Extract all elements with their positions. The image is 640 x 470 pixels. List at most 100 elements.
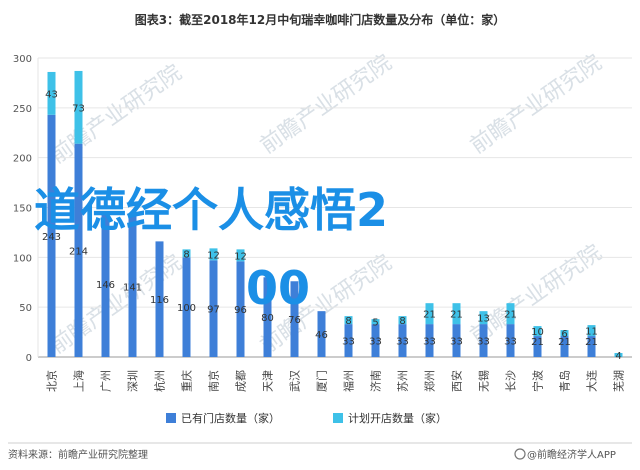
data-label-existing: 76 — [288, 315, 301, 326]
data-label-planned: 43 — [45, 89, 58, 100]
bar-existing — [290, 281, 299, 357]
bar-planned — [47, 71, 56, 115]
y-tick-label: 300 — [13, 54, 32, 65]
data-label-planned: 13 — [477, 314, 490, 325]
bar-existing — [128, 216, 137, 357]
data-label-existing: 116 — [150, 295, 169, 306]
x-category-label: 上海 — [72, 370, 86, 392]
data-label-existing: 33 — [477, 337, 490, 348]
bar-planned — [587, 325, 596, 337]
bar-planned — [425, 303, 434, 325]
bar-planned — [506, 303, 515, 325]
legend: 已有门店数量（家） 计划开店数量（家） — [166, 411, 447, 425]
y-tick-label: 50 — [19, 303, 32, 314]
x-category-label: 芜湖 — [612, 370, 626, 392]
gridlines — [37, 57, 632, 358]
bar-planned — [236, 249, 245, 262]
bar-planned — [371, 319, 380, 325]
data-label-planned: 73 — [72, 103, 85, 114]
y-tick-label: 0 — [26, 353, 32, 364]
x-category-label: 青岛 — [558, 370, 572, 392]
x-category-label: 郑州 — [423, 370, 437, 392]
data-label-planned: 8 — [399, 316, 405, 327]
watermark-2: 前瞻产业研究院 — [466, 50, 607, 159]
bar-planned — [398, 316, 407, 325]
bar-existing — [506, 324, 515, 357]
overlay-text: 道德经个人感悟2 — [34, 183, 388, 237]
bar-planned — [452, 303, 461, 325]
data-label-existing: 243 — [42, 232, 61, 243]
data-label-planned: 21 — [423, 310, 436, 321]
bar-planned — [74, 70, 83, 144]
data-label-existing: 33 — [450, 337, 463, 348]
x-category-label: 苏州 — [397, 370, 410, 392]
legend-label-existing: 已有门店数量（家） — [181, 411, 280, 425]
y-tick-label: 250 — [13, 104, 32, 115]
data-label-existing: 80 — [261, 313, 274, 324]
x-category-label: 深圳 — [127, 370, 140, 392]
brand-icon — [514, 448, 526, 460]
legend-swatch-existing — [166, 413, 176, 423]
data-label-planned: 21 — [450, 310, 463, 321]
data-label-planned: 12 — [207, 250, 220, 261]
x-category-label: 福州 — [342, 370, 356, 392]
bar-existing — [452, 324, 461, 357]
bar-existing — [74, 143, 83, 357]
data-label-existing: 46 — [315, 330, 328, 341]
data-label-existing: 33 — [423, 337, 436, 348]
x-category-label: 天津 — [262, 370, 275, 392]
data-label-existing: 33 — [396, 337, 409, 348]
x-category-label: 武汉 — [289, 370, 302, 392]
x-category-label: 大连 — [585, 370, 599, 392]
x-category-label: 厦门 — [315, 370, 329, 392]
legend-swatch-planned — [333, 413, 343, 423]
bar-existing — [398, 324, 407, 357]
y-tick-label: 100 — [13, 253, 32, 264]
data-label-planned: 12 — [234, 251, 247, 262]
legend-label-planned: 计划开店数量（家） — [348, 411, 447, 425]
watermark-1: 前瞻产业研究院 — [256, 50, 397, 159]
footer-brand: @前瞻经济学人APP — [527, 448, 616, 461]
data-label-existing: 100 — [177, 303, 196, 314]
bar-existing — [587, 336, 596, 357]
x-category-label: 重庆 — [180, 370, 194, 392]
x-category-label: 长沙 — [505, 370, 518, 392]
data-label-existing: 214 — [69, 246, 88, 257]
x-category-label: 西安 — [450, 370, 464, 392]
y-tick-label: 200 — [13, 154, 32, 165]
bars — [47, 70, 623, 357]
bar-existing — [182, 257, 191, 357]
bar-existing — [533, 336, 542, 357]
bar-existing — [47, 114, 56, 357]
y-axis-ticks: 0 50 100 150 200 250 300 — [13, 54, 32, 364]
x-category-label: 成都 — [235, 370, 248, 392]
bar-existing — [236, 261, 245, 357]
data-label-planned: 5 — [372, 318, 378, 329]
data-label-existing: 146 — [96, 280, 115, 291]
data-label-planned: 4 — [615, 351, 621, 362]
chart-title: 图表3：截至2018年12月中旬瑞幸咖啡门店数量及分布（单位：家） — [135, 12, 505, 27]
bar-planned — [614, 353, 623, 357]
x-axis-categories: 北京 上海 广州 深圳 杭州 重庆 南京 成都 天津 武汉 厦门 福州 济南 苏州 郑州 西安 无锡 长沙 宁波 青岛… — [45, 370, 626, 392]
data-label-existing: 96 — [234, 305, 247, 316]
y-tick-label: 150 — [13, 204, 32, 215]
data-label-planned: 6 — [561, 329, 567, 340]
x-category-label: 广州 — [100, 370, 113, 392]
bar-planned — [344, 316, 353, 325]
data-label-planned: 11 — [585, 327, 598, 338]
footer-source: 资料来源：前瞻产业研究院整理 — [8, 448, 148, 461]
bar-existing — [425, 324, 434, 357]
x-category-label: 宁波 — [531, 370, 545, 392]
data-label-existing: 141 — [123, 283, 142, 294]
data-label-existing: 33 — [342, 337, 355, 348]
watermark-0: 前瞻产业研究院 — [46, 60, 187, 169]
data-label-planned: 8 — [345, 316, 351, 327]
x-category-label: 无锡 — [477, 370, 491, 392]
bar-existing — [155, 241, 164, 357]
data-label-existing: 33 — [504, 337, 517, 348]
data-label-planned: 10 — [531, 327, 544, 338]
overlay-text-2: 00 — [246, 261, 310, 315]
bar-planned — [479, 311, 488, 325]
